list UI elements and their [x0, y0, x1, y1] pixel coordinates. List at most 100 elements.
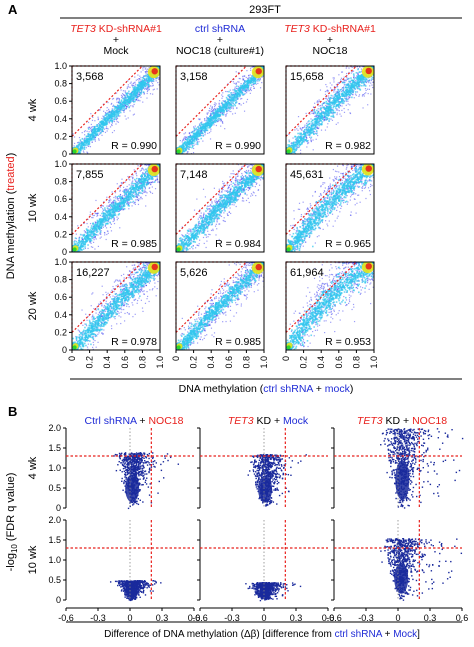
point [153, 78, 155, 80]
point [358, 84, 360, 86]
point [335, 83, 338, 86]
point [361, 75, 364, 78]
point [110, 230, 113, 232]
point [207, 124, 209, 126]
row-label: 20 wk [27, 291, 39, 320]
point [325, 107, 328, 110]
point [193, 130, 195, 133]
point [119, 108, 121, 111]
point [213, 108, 215, 110]
point [119, 200, 121, 202]
point [353, 77, 355, 79]
point [198, 131, 201, 133]
point [338, 93, 340, 96]
point [323, 114, 326, 117]
point [79, 142, 82, 145]
point [343, 94, 346, 96]
point [308, 133, 311, 136]
point [138, 87, 141, 90]
point [238, 94, 241, 97]
point [132, 101, 135, 103]
point [84, 137, 86, 139]
point [337, 96, 340, 99]
point [148, 66, 150, 69]
point [317, 114, 320, 117]
point [141, 76, 144, 79]
point [314, 125, 317, 128]
point [110, 124, 113, 126]
point [202, 127, 205, 130]
point [310, 140, 313, 143]
point [308, 122, 311, 125]
point [120, 103, 123, 106]
point [346, 77, 348, 79]
point [341, 71, 344, 73]
point [227, 105, 229, 107]
point [139, 84, 142, 86]
point [133, 96, 136, 99]
point [150, 183, 152, 185]
point [119, 193, 122, 196]
point [116, 101, 118, 103]
point [250, 77, 253, 80]
point [132, 82, 135, 85]
point [123, 101, 126, 104]
point [90, 246, 93, 248]
point [109, 114, 111, 117]
point [338, 96, 341, 98]
point [292, 147, 294, 150]
point [78, 143, 80, 146]
point [243, 82, 245, 85]
point [151, 77, 154, 80]
point [297, 129, 299, 131]
point [349, 82, 352, 85]
point [322, 102, 324, 104]
point [185, 148, 188, 151]
point [360, 81, 362, 83]
point [93, 134, 95, 136]
point [372, 78, 374, 80]
point [191, 145, 194, 148]
point [188, 147, 190, 149]
point [297, 147, 299, 149]
point [345, 79, 347, 81]
point [135, 99, 137, 101]
point [307, 129, 310, 131]
point [183, 149, 185, 151]
point [331, 88, 333, 91]
point [217, 115, 220, 118]
point [337, 100, 339, 102]
point [108, 108, 110, 111]
point [315, 115, 317, 117]
point [341, 99, 343, 101]
point [146, 97, 148, 99]
point [246, 88, 248, 90]
point [90, 126, 92, 128]
point [208, 123, 211, 125]
point [151, 192, 154, 194]
point [210, 114, 212, 116]
density-core [151, 68, 158, 75]
point [147, 84, 150, 87]
point [324, 90, 327, 93]
point [190, 131, 193, 134]
point [304, 124, 306, 126]
point [225, 96, 228, 99]
point [245, 88, 247, 90]
panel-frame [175, 65, 265, 155]
point [188, 139, 191, 142]
point [152, 89, 154, 91]
point [348, 94, 351, 96]
point [238, 77, 240, 80]
point [215, 117, 218, 120]
point [195, 127, 198, 130]
point [309, 128, 312, 130]
point [324, 111, 326, 113]
point [364, 76, 367, 79]
point [364, 80, 366, 83]
point [113, 116, 116, 118]
point [91, 132, 94, 135]
point [312, 139, 314, 141]
point [141, 79, 144, 81]
